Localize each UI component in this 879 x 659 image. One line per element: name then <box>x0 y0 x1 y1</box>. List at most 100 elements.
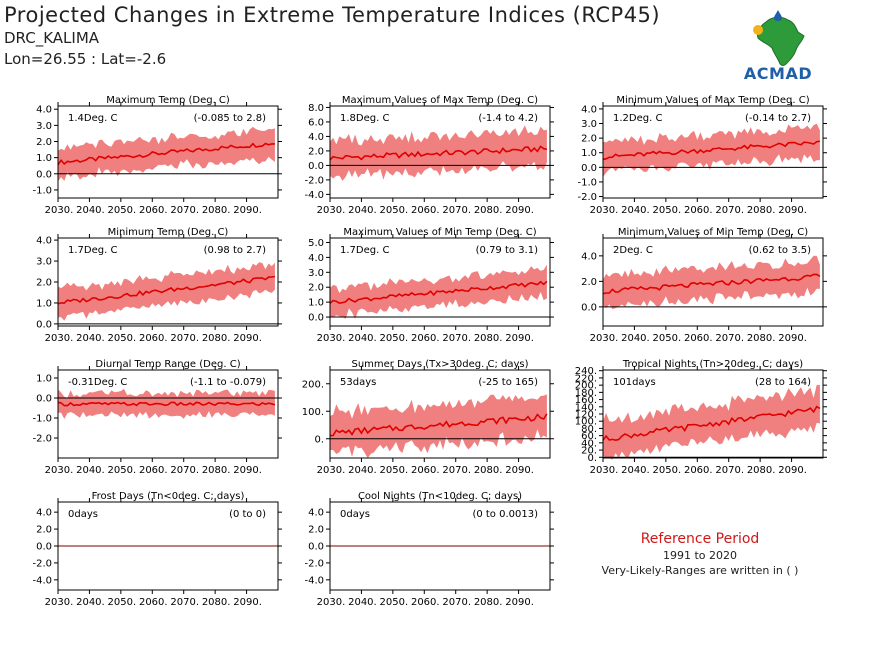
x-tick-label: 2060. <box>684 465 713 476</box>
x-tick-label: 2060. <box>411 465 440 476</box>
y-tick-label: 6.0 <box>308 117 324 128</box>
mean-line <box>329 145 548 161</box>
x-tick-label: 2070. <box>442 333 471 344</box>
x-tick-label: 2070. <box>170 333 199 344</box>
y-tick-label: 180. <box>575 388 597 399</box>
range-band <box>603 255 820 310</box>
x-tick-label: 2040. <box>621 205 650 216</box>
x-tick-label: 2070. <box>715 205 744 216</box>
page-title: Projected Changes in Extreme Temperature… <box>4 3 661 27</box>
x-tick-label: 2080. <box>747 333 776 344</box>
x-tick-label: 2080. <box>474 597 503 608</box>
y-tick-label: 3.0 <box>581 119 597 130</box>
acmad-logo-text: ACMAD <box>743 64 813 83</box>
x-tick-label: 2030. <box>590 465 619 476</box>
y-tick-label: 0.0 <box>308 542 324 553</box>
x-tick-label: 2040. <box>348 205 377 216</box>
y-tick-label: 3.0 <box>36 121 52 132</box>
x-tick-label: 2060. <box>411 597 440 608</box>
mean-change-label: 1.7Deg. C <box>340 245 389 256</box>
mean-change-label: 1.7Deg. C <box>68 245 117 256</box>
y-tick-label: 2.0 <box>36 137 52 148</box>
range-label: (-1.1 to -0.079) <box>190 377 266 388</box>
x-tick-label: 2070. <box>715 333 744 344</box>
y-tick-label: -2.0 <box>577 192 597 203</box>
x-tick-label: 2090. <box>233 205 262 216</box>
reference-note: Very-Likely-Ranges are written in ( ) <box>601 564 799 577</box>
y-tick-label: 3.0 <box>36 257 52 268</box>
y-tick-label: 0.0 <box>36 169 52 180</box>
chart-9: 0.20.40.60.80.100.120.140.160.180.200.22… <box>575 359 827 476</box>
plot-frame <box>329 237 551 327</box>
y-tick-label: -1.0 <box>32 414 52 425</box>
y-tick-label: 100. <box>302 407 324 418</box>
y-tick-label: 4.0 <box>581 251 597 262</box>
reference-title: Reference Period <box>640 531 760 547</box>
y-tick-label: 2.0 <box>308 283 324 294</box>
mean-change-label: 1.2Deg. C <box>613 113 662 124</box>
x-tick-label: 2030. <box>45 333 74 344</box>
y-tick-label: -4.0 <box>304 190 324 201</box>
reference-block: Reference Period 1991 to 2020 Very-Likel… <box>590 530 810 578</box>
y-tick-label: 0.0 <box>36 394 52 405</box>
x-tick-label: 2090. <box>505 205 534 216</box>
range-band <box>58 262 275 321</box>
y-tick-label: 220. <box>575 373 597 384</box>
x-tick-label: 2040. <box>348 333 377 344</box>
range-band <box>330 125 547 181</box>
x-tick-label: 2040. <box>76 465 105 476</box>
chart-8: 0. 100. 200. 2030. 2040. 2050. 2060. 2070. 2080.… <box>302 359 554 476</box>
chart-title: Minimum Values of Max Temp (Deg. C) <box>616 95 809 106</box>
chart-title: Summer Days (Tx>30deg. C; days) <box>351 359 528 370</box>
plot-frame <box>329 105 551 199</box>
y-tick-label: 0. <box>587 453 597 464</box>
range-label: (0.98 to 2.7) <box>204 245 266 256</box>
y-tick-label: -2.0 <box>304 175 324 186</box>
y-tick-label: 160. <box>575 395 597 406</box>
mean-change-label: -0.31Deg. C <box>68 377 127 388</box>
y-tick-label: 1.0 <box>36 153 52 164</box>
chart-11: -4.0 -2.0 0.0 2.0 4.0 2030. 2040. 2050. 2060. 207… <box>304 491 554 608</box>
mean-change-label: 1.4Deg. C <box>68 113 117 124</box>
x-tick-label: 2070. <box>715 465 744 476</box>
y-tick-label: 4.0 <box>308 132 324 143</box>
y-tick-label: -1.0 <box>32 185 52 196</box>
mean-line <box>57 401 276 407</box>
range-label: (0.79 to 3.1) <box>476 245 538 256</box>
y-tick-label: 140. <box>575 402 597 413</box>
y-tick-label: 4.0 <box>36 236 52 247</box>
x-tick-label: 2070. <box>170 597 199 608</box>
y-tick-label: -4.0 <box>32 575 52 586</box>
x-tick-label: 2080. <box>474 465 503 476</box>
x-tick-label: 2040. <box>621 333 650 344</box>
y-tick-label: -1.0 <box>577 177 597 188</box>
x-tick-label: 2090. <box>778 333 807 344</box>
y-tick-label: 4.0 <box>308 508 324 519</box>
y-tick-label: 2.0 <box>581 134 597 145</box>
mean-change-label: 1.8Deg. C <box>340 113 389 124</box>
range-label: (28 to 164) <box>755 377 811 388</box>
y-tick-label: 200. <box>302 379 324 390</box>
y-tick-label: 0.0 <box>308 161 324 172</box>
x-tick-label: 2060. <box>139 465 168 476</box>
range-band <box>330 394 547 459</box>
drop-icon <box>774 10 782 21</box>
x-tick-label: 2040. <box>76 333 105 344</box>
y-tick-label: 1.0 <box>581 148 597 159</box>
y-tick-label: 1.0 <box>36 298 52 309</box>
sun-icon <box>753 25 763 35</box>
x-tick-label: 2040. <box>621 465 650 476</box>
plot-frame <box>57 105 279 199</box>
y-tick-label: 0.0 <box>36 319 52 330</box>
plot-frame <box>602 105 824 199</box>
x-tick-label: 2060. <box>684 205 713 216</box>
x-tick-label: 2090. <box>505 333 534 344</box>
x-tick-label: 2030. <box>590 333 619 344</box>
chart-title: Frost Days (Tn<0deg. C; days) <box>92 491 245 502</box>
reference-years: 1991 to 2020 <box>662 549 738 562</box>
mean-change-label: 0days <box>68 509 98 520</box>
range-label: (0 to 0) <box>229 509 266 520</box>
